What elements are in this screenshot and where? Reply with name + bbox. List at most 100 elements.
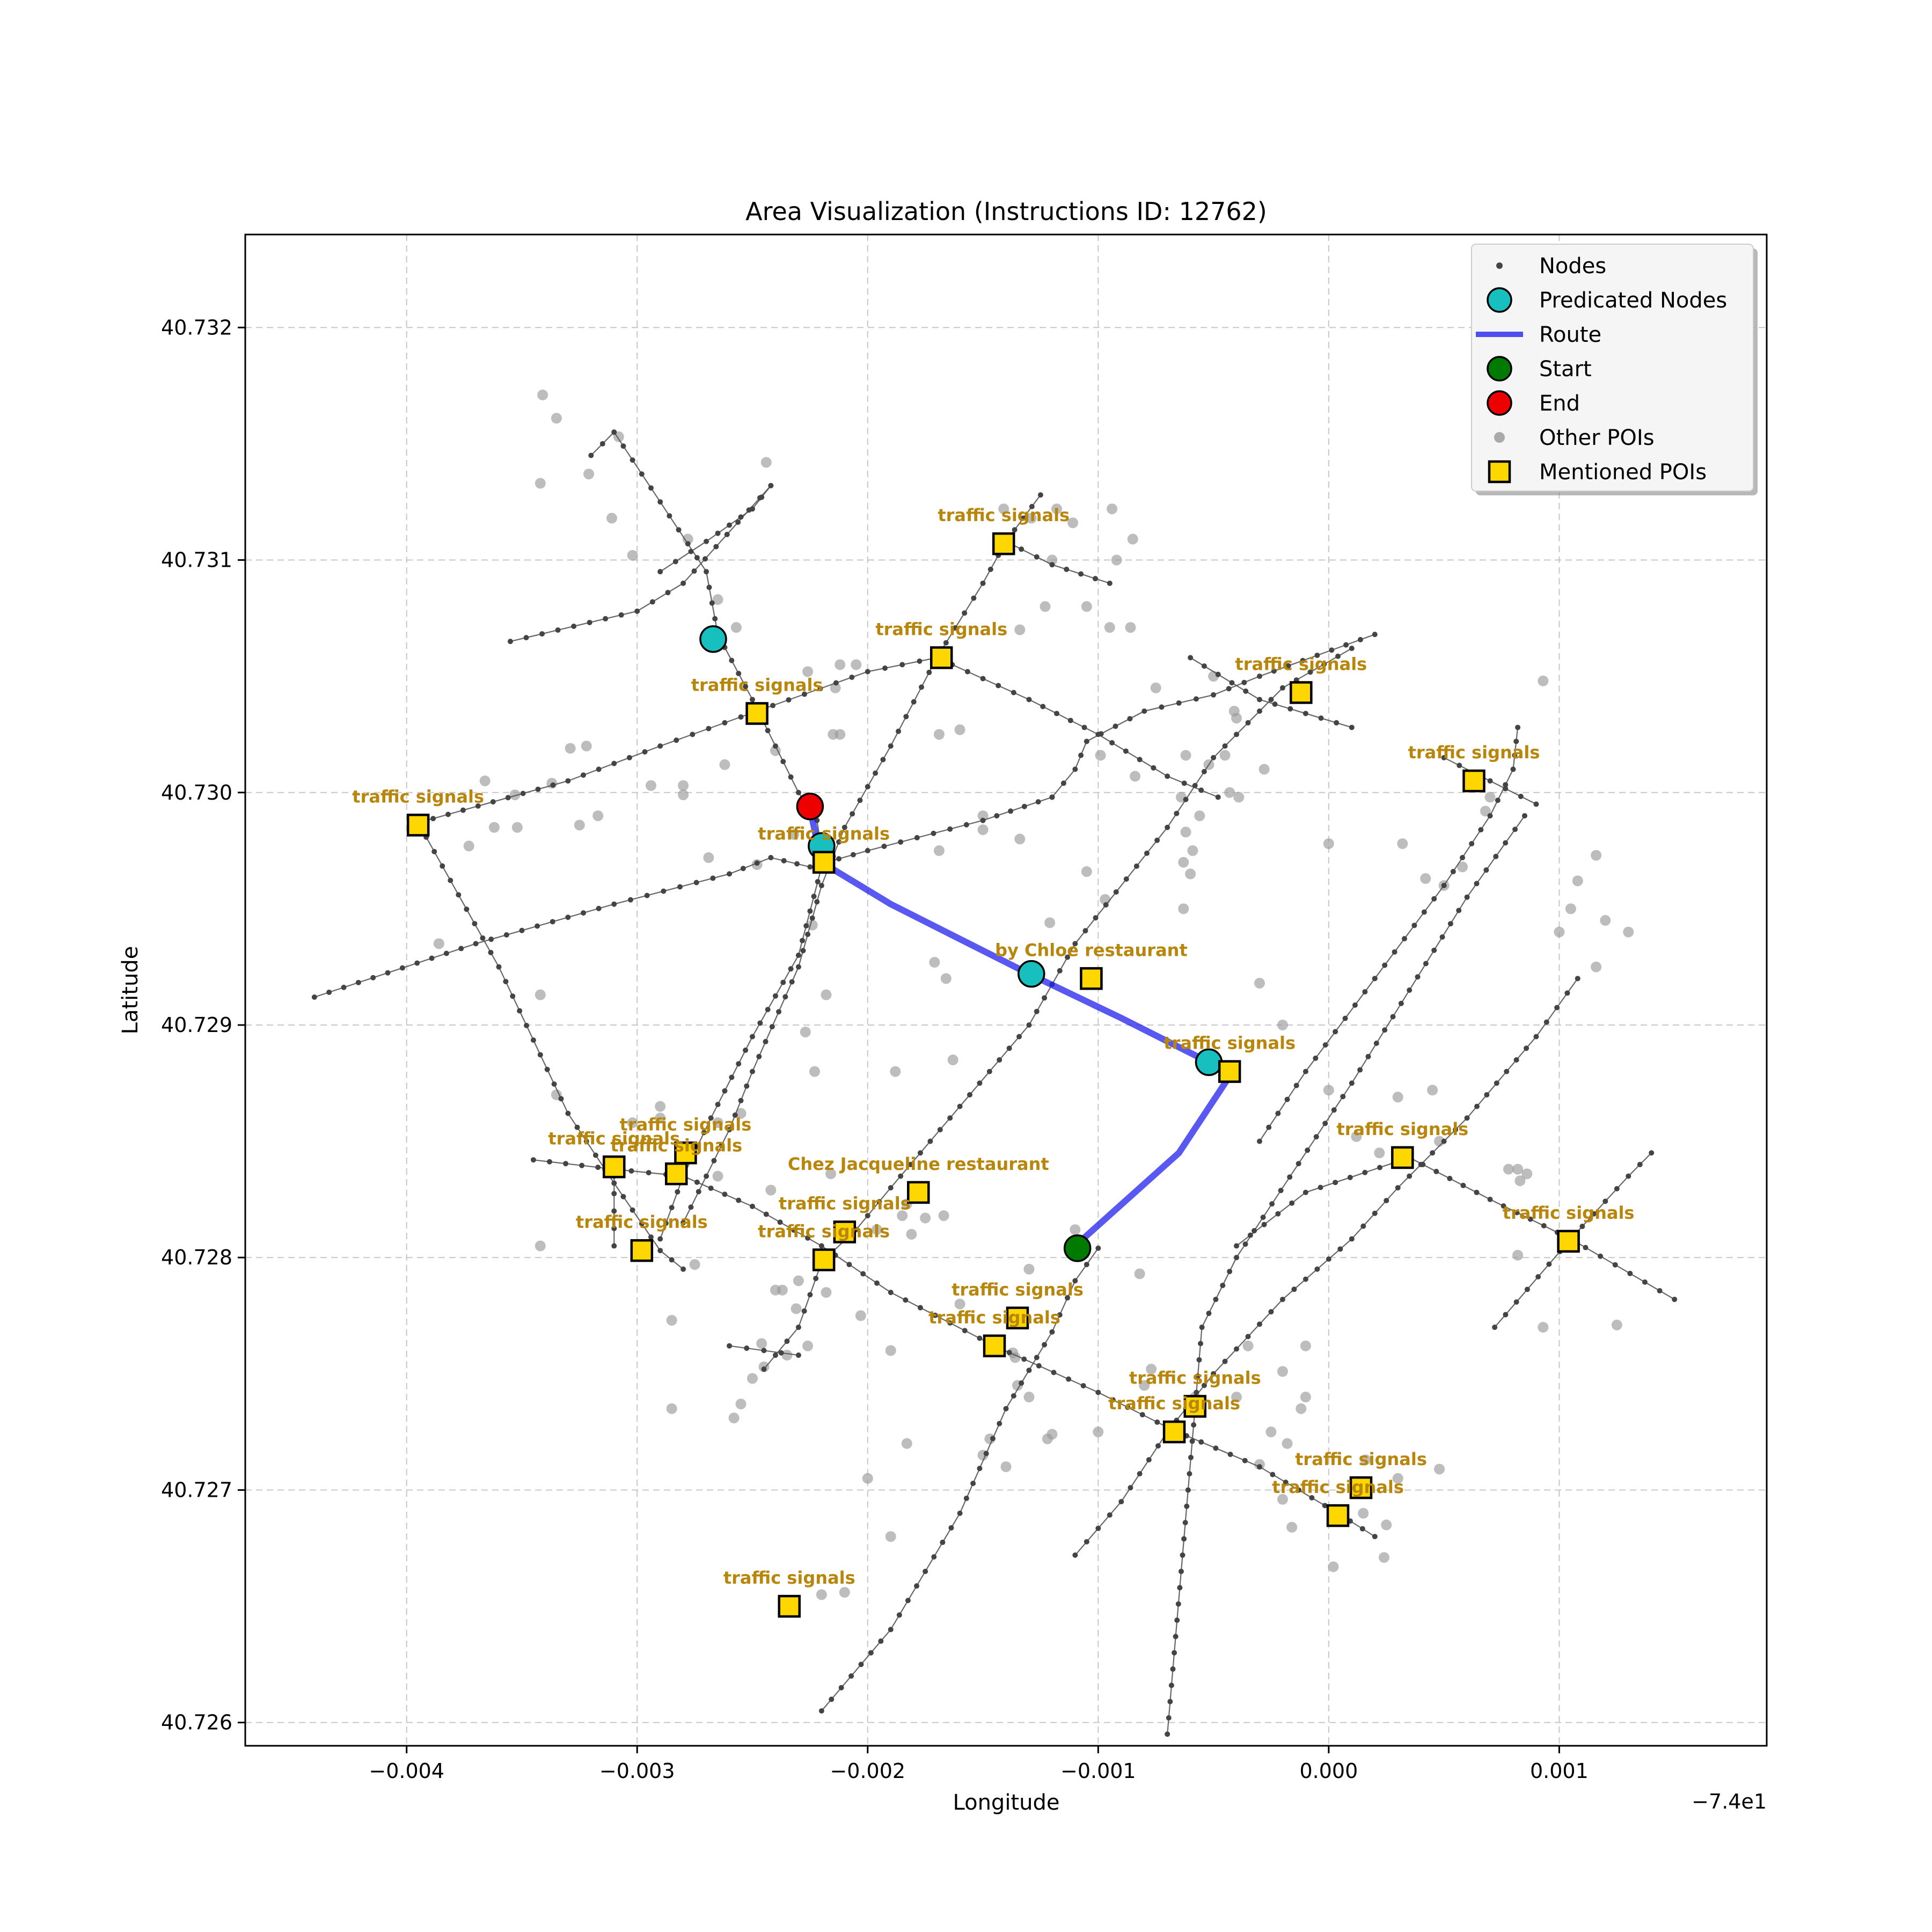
node-marker — [1166, 1715, 1172, 1721]
node-marker — [727, 871, 733, 877]
node-marker — [1065, 1295, 1071, 1301]
node-marker — [1360, 1223, 1366, 1229]
node-marker — [1220, 1283, 1226, 1289]
node-marker — [811, 894, 817, 899]
node-marker — [1188, 1454, 1194, 1460]
node-marker — [1296, 1161, 1301, 1167]
node-marker — [1211, 692, 1217, 698]
node-marker — [1460, 1182, 1466, 1188]
node-marker — [1064, 566, 1070, 572]
node-marker — [704, 569, 709, 575]
node-marker — [878, 1638, 884, 1644]
other-poi-marker — [1180, 750, 1191, 761]
node-marker — [1118, 1499, 1124, 1505]
other-poi-marker — [862, 1473, 873, 1484]
node-marker — [1431, 947, 1437, 953]
node-marker — [574, 1124, 580, 1130]
node-marker — [818, 1243, 824, 1249]
other-poi-marker — [666, 1315, 677, 1326]
other-poi-marker — [537, 389, 548, 400]
node-marker — [1510, 766, 1516, 772]
node-marker — [1318, 715, 1324, 721]
other-poi-marker — [977, 810, 989, 822]
node-marker — [722, 1088, 728, 1094]
mentioned-poi-marker — [603, 1155, 626, 1179]
node-marker — [458, 946, 464, 952]
other-poi-marker — [1521, 1168, 1533, 1180]
node-marker — [768, 855, 774, 861]
node-marker — [1421, 909, 1427, 915]
other-poi-marker — [1565, 903, 1576, 914]
other-poi-marker — [938, 1210, 949, 1221]
node-marker — [1185, 1487, 1191, 1493]
other-poi-marker — [678, 780, 689, 791]
node-marker — [669, 1257, 675, 1263]
node-marker — [1187, 1471, 1192, 1477]
node-marker — [1439, 934, 1445, 940]
node-marker — [565, 1110, 571, 1116]
node-marker — [1343, 642, 1349, 648]
mentioned-poi-marker — [665, 1162, 688, 1185]
node-marker — [1196, 1357, 1202, 1363]
other-poi-marker — [793, 1275, 804, 1286]
node-marker — [983, 1451, 989, 1457]
mentioned-poi-label: traffic signals — [1235, 654, 1367, 674]
other-poi-marker — [954, 724, 965, 735]
node-marker — [977, 1466, 983, 1472]
node-marker — [1377, 1165, 1382, 1170]
node-marker — [740, 866, 746, 872]
other-poi-marker — [1224, 787, 1235, 798]
other-poi-marker — [712, 594, 723, 605]
node-marker — [1078, 571, 1084, 577]
node-marker — [443, 950, 449, 956]
chart-title: Area Visualization (Instructions ID: 127… — [745, 197, 1267, 226]
node-marker — [807, 1292, 813, 1298]
node-marker — [1201, 769, 1207, 774]
node-marker — [1144, 850, 1150, 856]
other-poi-marker — [1351, 1131, 1362, 1142]
node-marker — [1042, 995, 1048, 1001]
other-poi-marker — [1286, 1521, 1298, 1533]
other-poi-marker — [1146, 1364, 1157, 1375]
node-marker — [1165, 1731, 1170, 1737]
node-marker — [1189, 1438, 1195, 1444]
node-marker — [1183, 796, 1189, 802]
node-marker — [1247, 1232, 1253, 1238]
other-poi-marker — [906, 1228, 917, 1240]
node-marker — [547, 1159, 552, 1165]
node-marker — [326, 989, 332, 995]
node-marker — [587, 619, 592, 625]
mentioned-poi-label: traffic signals — [620, 1114, 752, 1135]
node-marker — [770, 702, 776, 708]
other-poi-marker — [1150, 682, 1161, 693]
node-marker — [1478, 827, 1484, 833]
node-marker — [1019, 1380, 1024, 1386]
other-poi-marker — [1374, 1147, 1385, 1159]
node-marker — [1285, 663, 1291, 669]
other-poi-marker — [574, 819, 585, 831]
other-poi-marker — [835, 659, 846, 670]
node-marker — [1181, 1536, 1187, 1542]
node-marker — [1181, 780, 1187, 786]
node-marker — [917, 658, 923, 664]
node-marker — [1020, 515, 1026, 521]
node-marker — [957, 1510, 963, 1516]
legend-marker-circle — [1487, 390, 1512, 416]
node-marker — [873, 770, 879, 776]
node-marker — [663, 1220, 669, 1226]
other-poi-marker — [830, 682, 841, 693]
predicated-node-marker — [1018, 960, 1045, 988]
node-marker — [1514, 1210, 1520, 1216]
node-marker — [1174, 810, 1180, 816]
node-marker — [1474, 1103, 1480, 1109]
mentioned-poi-marker — [983, 1334, 1006, 1358]
node-marker — [1492, 1324, 1498, 1330]
node-marker — [690, 731, 696, 737]
node-marker — [1191, 1422, 1197, 1428]
node-marker — [1337, 1246, 1343, 1252]
node-marker — [596, 766, 602, 772]
node-marker — [980, 817, 986, 823]
other-poi-marker — [1046, 1429, 1058, 1440]
node-marker — [876, 1199, 882, 1205]
node-marker — [1433, 1168, 1439, 1174]
